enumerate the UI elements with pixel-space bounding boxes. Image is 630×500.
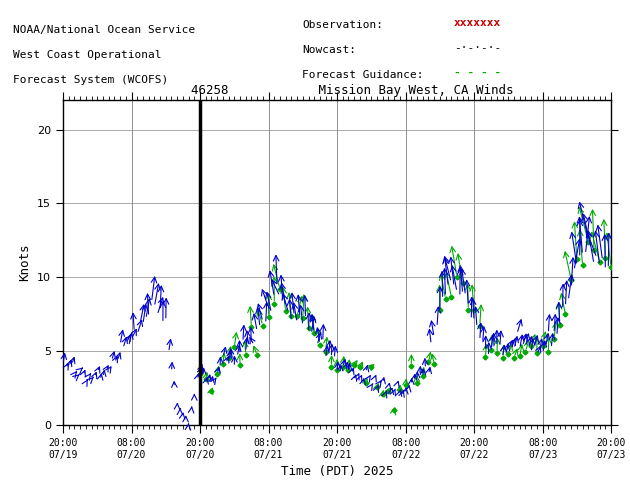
Text: - - - -: - - - -	[454, 68, 501, 78]
Text: Forecast Guidance:: Forecast Guidance:	[302, 70, 424, 80]
Text: NOAA/National Ocean Service: NOAA/National Ocean Service	[13, 25, 195, 35]
Text: Observation:: Observation:	[302, 20, 384, 30]
Text: Nowcast:: Nowcast:	[302, 45, 357, 55]
X-axis label: Time (PDT) 2025: Time (PDT) 2025	[281, 466, 393, 478]
Title:     46258            Mission Bay West, CA Winds: 46258 Mission Bay West, CA Winds	[161, 84, 513, 98]
Y-axis label: Knots: Knots	[18, 244, 32, 281]
Text: -·-·-·-: -·-·-·-	[454, 44, 501, 54]
Text: Forecast System (WCOFS): Forecast System (WCOFS)	[13, 75, 168, 85]
Text: xxxxxxx: xxxxxxx	[454, 18, 501, 28]
Text: West Coast Operational: West Coast Operational	[13, 50, 161, 60]
